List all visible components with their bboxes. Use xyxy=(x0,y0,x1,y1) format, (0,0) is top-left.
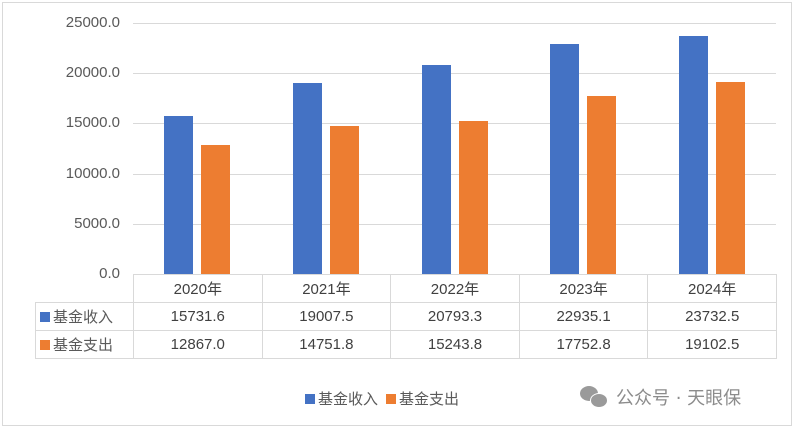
row-swatch xyxy=(40,339,50,350)
legend: 基金收入 基金支出 xyxy=(305,388,467,409)
table-cell: 19007.5 xyxy=(261,302,392,331)
row-label-income: 基金收入 xyxy=(35,302,134,331)
table-cell: 22935.1 xyxy=(518,302,649,331)
table-cell: 15243.8 xyxy=(390,330,520,359)
gridline xyxy=(133,224,776,225)
table-cell: 23732.5 xyxy=(647,302,777,331)
table-cell: 17752.8 xyxy=(518,330,649,359)
table-header-cell: 2024年 xyxy=(647,274,777,303)
legend-item-expense: 基金支出 xyxy=(386,388,459,409)
y-tick-label: 10000.0 xyxy=(65,164,120,182)
legend-swatch-income xyxy=(305,393,315,404)
table-header-cell: 2021年 xyxy=(261,274,392,303)
table-header-cell: 2022年 xyxy=(390,274,520,303)
legend-swatch-expense xyxy=(386,393,397,404)
table-cell: 14751.8 xyxy=(261,330,392,359)
y-tick-label: 0.0 xyxy=(99,265,120,282)
table-header-cell: 2020年 xyxy=(133,274,263,303)
bar-expense xyxy=(715,82,745,274)
gridline xyxy=(133,23,776,24)
bar-expense xyxy=(587,95,617,274)
y-tick-label: 20000.0 xyxy=(65,64,120,82)
y-tick-label: 15000.0 xyxy=(65,114,120,132)
legend-label-expense: 基金支出 xyxy=(399,390,460,408)
bar-expense xyxy=(329,125,359,274)
legend-item-income: 基金收入 xyxy=(305,388,378,409)
row-label-expense: 基金支出 xyxy=(35,330,134,359)
bar-income xyxy=(292,83,322,274)
legend-label-income: 基金收入 xyxy=(318,390,379,408)
y-tick-label: 5000.0 xyxy=(74,214,120,232)
bar-expense xyxy=(458,120,488,274)
table-cell: 12867.0 xyxy=(133,330,263,359)
table-cell: 15731.6 xyxy=(133,302,263,331)
chart-frame xyxy=(2,2,792,426)
bar-income xyxy=(678,35,708,274)
table-header-cell: 2023年 xyxy=(518,274,649,303)
gridline xyxy=(133,174,776,175)
watermark: 公众号 · 天眼保 xyxy=(580,384,741,410)
y-tick-label: 25000.0 xyxy=(65,14,120,31)
bar-income xyxy=(421,65,451,274)
bar-expense xyxy=(201,144,231,274)
watermark-text: 公众号 · 天眼保 xyxy=(616,388,742,409)
gridline xyxy=(133,73,776,74)
bar-income xyxy=(550,43,580,274)
table-cell: 19102.5 xyxy=(647,330,777,359)
table-cell: 20793.3 xyxy=(390,302,520,331)
gridline xyxy=(133,123,776,124)
bar-income xyxy=(164,116,194,274)
wechat-icon xyxy=(580,386,608,408)
row-swatch xyxy=(40,311,50,322)
